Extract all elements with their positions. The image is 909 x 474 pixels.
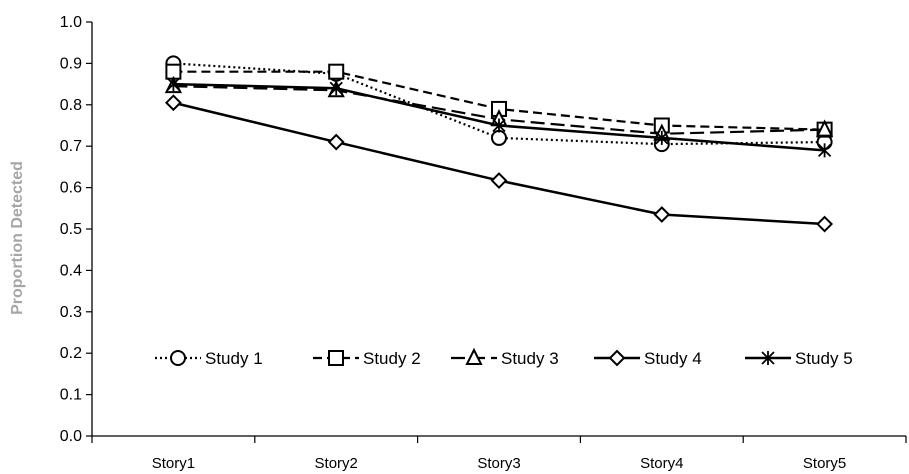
y-tick-label: 0.2 [60,345,82,362]
x-tick-label: Story3 [477,455,520,472]
y-tick-label: 0.8 [60,97,82,114]
y-tick-label: 0.4 [60,262,82,279]
series-2-point [328,63,345,80]
series-1-point [491,129,507,146]
series-5-point [817,143,832,158]
legend-item-4-label: Study 4 [644,349,702,368]
x-tick-label: Story2 [315,455,358,472]
y-tick-label: 0.1 [60,387,82,404]
y-tick-label: 0.3 [60,304,82,321]
y-tick-label: 0.7 [60,138,82,155]
y-axis-label: Proportion Detected [9,161,26,315]
series-4-point [164,94,182,112]
y-tick-label: 0.5 [60,221,82,238]
x-tick-label: Story5 [803,455,846,472]
series-4-point [490,172,508,189]
legend-item-2-label: Study 2 [363,349,421,368]
legend-item-5-label: Study 5 [795,349,853,368]
y-tick-label: 0.9 [60,55,82,72]
tick-labels: 0.0 0.1 0.2 0.3 0.4 0.5 0.6 0.7 0.8 0.9 1.0 Story1 S… [60,14,847,472]
x-tick-label: Story4 [640,455,683,472]
y-tick-label: 1.0 [60,14,82,31]
y-tick-label: 0.6 [60,180,82,197]
legend-item-2: Study 2 [313,349,421,368]
legend-item-1-label: Study 1 [205,349,263,368]
series-1-line [173,62,825,146]
legend-item-3-marker [465,347,483,365]
y-tick-label: 0.0 [60,428,82,445]
legend-item-3-label: Study 3 [501,349,559,368]
series-4-point [816,215,834,233]
legend-item-4-marker [608,349,626,367]
legend-item-3: Study 3 [451,347,559,368]
legend-item-1-marker [170,350,186,366]
legend: Study 1 Study 2 Study 3 Study 4 Study 5 [155,347,853,368]
legend-item-4: Study 4 [594,349,702,368]
legend-item-5: Study 5 [745,349,853,368]
series-4-group [164,94,834,233]
series-3-point [815,119,834,137]
legend-item-2-marker [328,350,344,366]
series-5-point [492,118,506,133]
series-5-point [329,81,343,96]
series-group [164,55,834,233]
series-4-point [327,133,345,151]
x-tick-label: Story1 [152,455,195,472]
axes [86,21,907,443]
legend-item-5-marker [761,351,775,365]
series-5-point [655,130,669,145]
series-5-point [166,77,181,92]
series-5-group [166,77,832,158]
series-4-point [653,206,671,223]
legend-item-1: Study 1 [155,349,263,368]
